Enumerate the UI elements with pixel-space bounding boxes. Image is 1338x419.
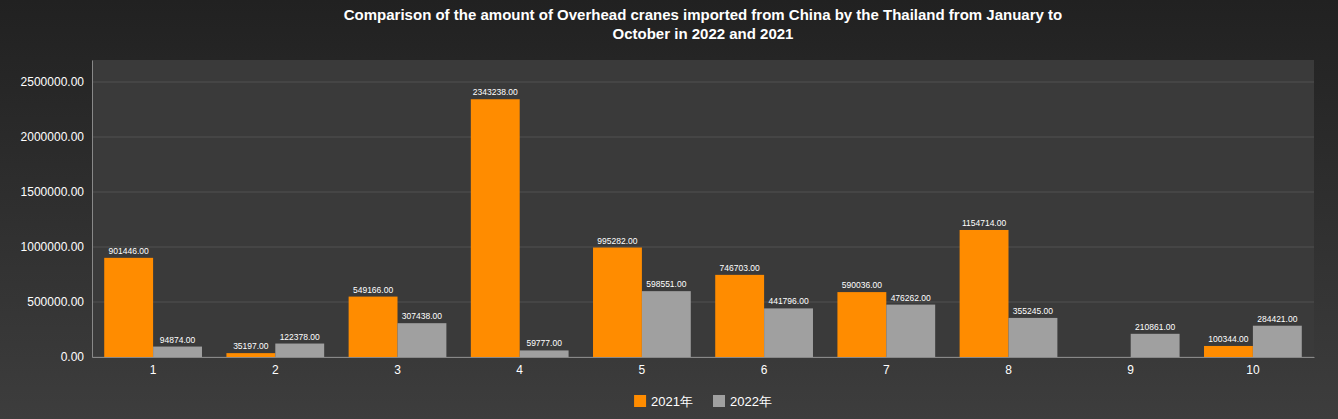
bar xyxy=(1009,318,1058,357)
data-label: 590036.00 xyxy=(842,280,882,290)
bar xyxy=(593,248,642,357)
data-label: 598551.00 xyxy=(646,279,686,289)
grid-line xyxy=(92,192,1314,193)
bar xyxy=(764,308,813,357)
data-label: 122378.00 xyxy=(280,332,320,342)
y-tick: 0.00 xyxy=(61,350,85,364)
y-tick: 500000.00 xyxy=(27,295,84,309)
title-line: Comparison of the amount of Overhead cra… xyxy=(344,6,1062,23)
y-axis: 0.00 500000.00 1000000.00 1500000.00 2000000… xyxy=(21,61,93,365)
grid-line xyxy=(92,137,1314,138)
bar xyxy=(153,347,202,357)
y-tick: 2500000.00 xyxy=(21,75,85,89)
x-tick: 6 xyxy=(761,363,768,377)
bar xyxy=(471,99,520,357)
data-label: 100344.00 xyxy=(1208,334,1248,344)
bar xyxy=(1253,326,1302,357)
data-label: 441796.00 xyxy=(768,296,808,306)
bar xyxy=(886,305,935,357)
data-label: 35197.00 xyxy=(233,341,269,351)
y-tick-label: 2000000.00 xyxy=(21,130,85,144)
y-tick: 1000000.00 xyxy=(21,240,85,254)
title: Comparison of the amount of Overhead cra… xyxy=(344,6,1062,42)
grid-line xyxy=(92,247,1314,248)
legend-item: 2021年 xyxy=(634,394,693,409)
data-label: 2343238.00 xyxy=(473,87,518,97)
data-label: 549166.00 xyxy=(353,285,393,295)
data-labels: 901446.00 35197.00 549166.00 2343238.00 9952… xyxy=(109,87,1298,351)
y-axis-line xyxy=(92,61,93,358)
data-label: 901446.00 xyxy=(109,246,149,256)
y-tick-label: 0.00 xyxy=(61,350,85,364)
bar xyxy=(837,292,886,357)
bar xyxy=(642,291,691,357)
bar-series xyxy=(153,291,1302,357)
chart: 1 2 3 4 5 6 7 8 9 10 0.00 500000.00 1000000.00 150000… xyxy=(0,0,1338,419)
bar xyxy=(1082,357,1131,358)
x-tick-label: 4 xyxy=(516,363,523,377)
x-axis: 1 2 3 4 5 6 7 8 9 10 xyxy=(93,358,1315,377)
x-tick: 1 xyxy=(150,363,157,377)
x-tick: 8 xyxy=(1005,363,1012,377)
x-tick: 5 xyxy=(639,363,646,377)
y-tick-label: 2500000.00 xyxy=(21,75,85,89)
bar xyxy=(275,344,324,357)
legend-label: 2022年 xyxy=(730,394,772,409)
x-tick-label: 1 xyxy=(150,363,157,377)
data-label: 746703.00 xyxy=(720,263,760,273)
bar xyxy=(960,230,1009,357)
legend-swatch xyxy=(713,395,725,407)
data-label: 94874.00 xyxy=(160,335,196,345)
x-tick: 3 xyxy=(394,363,401,377)
legend-swatch xyxy=(634,395,646,407)
x-tick: 2 xyxy=(272,363,279,377)
data-label: 355245.00 xyxy=(1013,306,1053,316)
bar xyxy=(715,275,764,357)
x-tick-label: 5 xyxy=(639,363,646,377)
bar xyxy=(349,297,398,357)
x-tick: 7 xyxy=(883,363,890,377)
bar xyxy=(104,258,153,357)
legend-item: 2022年 xyxy=(713,394,772,409)
y-tick-label: 500000.00 xyxy=(27,295,84,309)
grid-line xyxy=(92,302,1314,303)
x-tick-label: 3 xyxy=(394,363,401,377)
x-tick-label: 2 xyxy=(272,363,279,377)
title-line: October in 2022 and 2021 xyxy=(613,25,794,42)
bar xyxy=(398,323,447,357)
plot-background xyxy=(92,60,1314,357)
grid-line xyxy=(92,82,1314,83)
x-tick-label: 7 xyxy=(883,363,890,377)
bar xyxy=(520,350,569,357)
data-label: 995282.00 xyxy=(597,236,637,246)
bar xyxy=(226,353,275,357)
data-label: 284421.00 xyxy=(1257,314,1297,324)
x-tick: 4 xyxy=(516,363,523,377)
grid xyxy=(92,82,1314,357)
bars xyxy=(104,99,1302,357)
y-tick: 1500000.00 xyxy=(21,185,85,199)
data-label: 210861.00 xyxy=(1135,322,1175,332)
background xyxy=(0,0,1338,419)
legend: 2021年 2022年 xyxy=(634,394,772,409)
x-axis-line xyxy=(93,357,1315,358)
x-tick-label: 9 xyxy=(1127,363,1134,377)
x-tick: 9 xyxy=(1127,363,1134,377)
x-tick: 10 xyxy=(1246,363,1260,377)
data-label: 1154714.00 xyxy=(962,218,1007,228)
data-label: 307438.00 xyxy=(402,311,442,321)
y-tick-label: 1500000.00 xyxy=(21,185,85,199)
bar xyxy=(1204,346,1253,357)
x-tick-label: 10 xyxy=(1246,363,1260,377)
data-label: 476262.00 xyxy=(891,293,931,303)
data-label: 59777.00 xyxy=(526,338,562,348)
legend-label: 2021年 xyxy=(651,394,693,409)
x-tick-label: 6 xyxy=(761,363,768,377)
x-tick-label: 8 xyxy=(1005,363,1012,377)
y-tick-label: 1000000.00 xyxy=(21,240,85,254)
y-tick: 2000000.00 xyxy=(21,130,85,144)
bar xyxy=(1131,334,1180,357)
bar-series xyxy=(104,99,1253,357)
